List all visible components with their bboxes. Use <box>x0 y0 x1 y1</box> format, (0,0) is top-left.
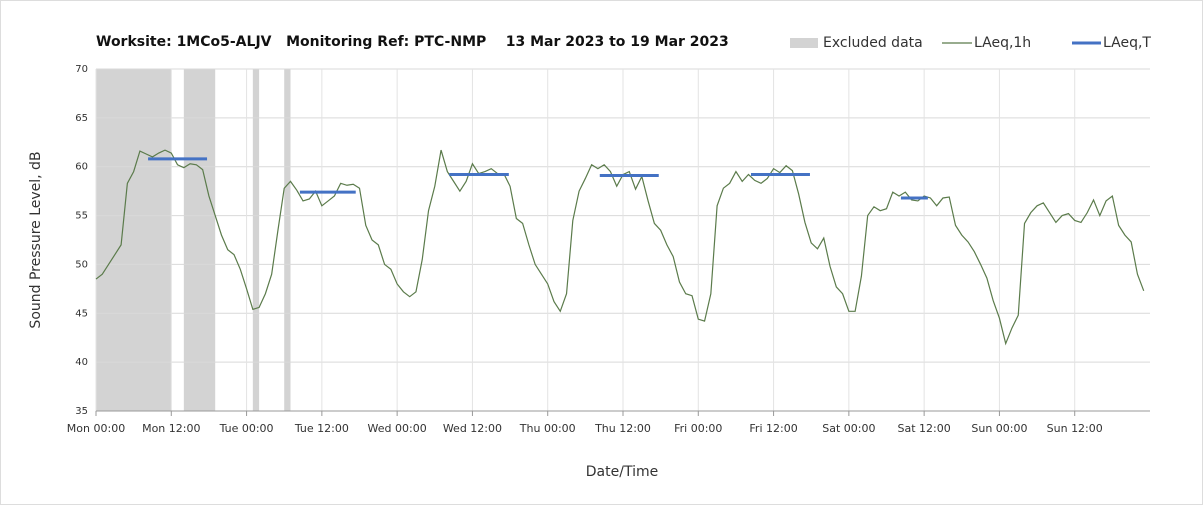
y-tick-label: 35 <box>75 406 88 417</box>
y-tick-label: 55 <box>75 211 88 222</box>
x-tick-label: Mon 12:00 <box>142 422 200 435</box>
x-tick-label: Mon 00:00 <box>67 422 125 435</box>
chart-title: Worksite: 1MCo5-ALJV Monitoring Ref: PTC… <box>96 34 729 50</box>
excluded-region <box>183 69 216 411</box>
y-tick-label: 40 <box>75 357 88 368</box>
legend-label: Excluded data <box>823 35 923 51</box>
x-tick-label: Sat 00:00 <box>822 422 875 435</box>
x-axis-title: Date/Time <box>586 464 658 480</box>
x-tick-label: Wed 12:00 <box>443 422 502 435</box>
line-series <box>95 149 1145 346</box>
x-tick-label: Tue 00:00 <box>219 422 274 435</box>
y-tick-label: 65 <box>75 113 88 124</box>
legend-label: LAeq,1h <box>974 35 1031 51</box>
y-axis-title: Sound Pressure Level, dB <box>28 151 44 328</box>
x-tick-label: Sun 00:00 <box>971 422 1027 435</box>
x-tick-label: Thu 12:00 <box>594 422 651 435</box>
excluded-region <box>96 69 172 411</box>
x-tick-label: Wed 00:00 <box>368 422 427 435</box>
legend-label: LAeq,T <box>1103 35 1151 51</box>
x-tick-label: Fri 00:00 <box>674 422 722 435</box>
excluded-region <box>252 69 260 411</box>
y-tick-label: 45 <box>75 308 88 319</box>
y-tick-label: 50 <box>75 259 88 270</box>
y-tick-label: 60 <box>75 162 88 173</box>
x-tick-label: Sun 12:00 <box>1047 422 1103 435</box>
x-tick-label: Tue 12:00 <box>294 422 349 435</box>
x-tick-label: Fri 12:00 <box>749 422 797 435</box>
legend-swatch <box>790 38 818 48</box>
x-tick-label: Sat 12:00 <box>898 422 951 435</box>
y-tick-label: 70 <box>75 64 88 75</box>
x-tick-label: Thu 00:00 <box>519 422 576 435</box>
excluded-region <box>284 69 291 411</box>
